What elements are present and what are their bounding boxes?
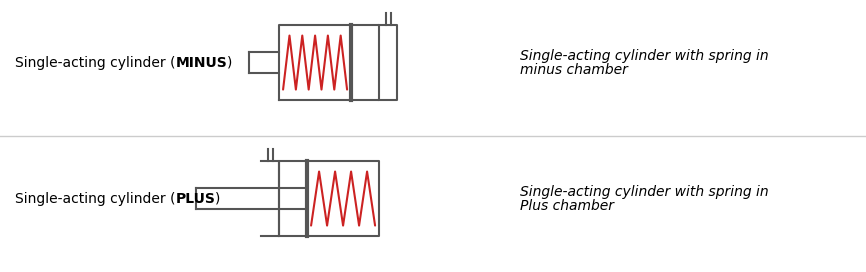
Text: minus chamber: minus chamber xyxy=(520,63,628,76)
Text: PLUS: PLUS xyxy=(176,191,216,206)
Text: MINUS: MINUS xyxy=(176,55,227,70)
Text: ): ) xyxy=(216,191,221,206)
Text: Single-acting cylinder with spring in: Single-acting cylinder with spring in xyxy=(520,185,768,199)
Text: Plus chamber: Plus chamber xyxy=(520,199,614,212)
Text: ): ) xyxy=(227,55,233,70)
Text: Single-acting cylinder (: Single-acting cylinder ( xyxy=(15,191,176,206)
Text: Single-acting cylinder (: Single-acting cylinder ( xyxy=(15,55,176,70)
Text: Single-acting cylinder with spring in: Single-acting cylinder with spring in xyxy=(520,49,768,63)
